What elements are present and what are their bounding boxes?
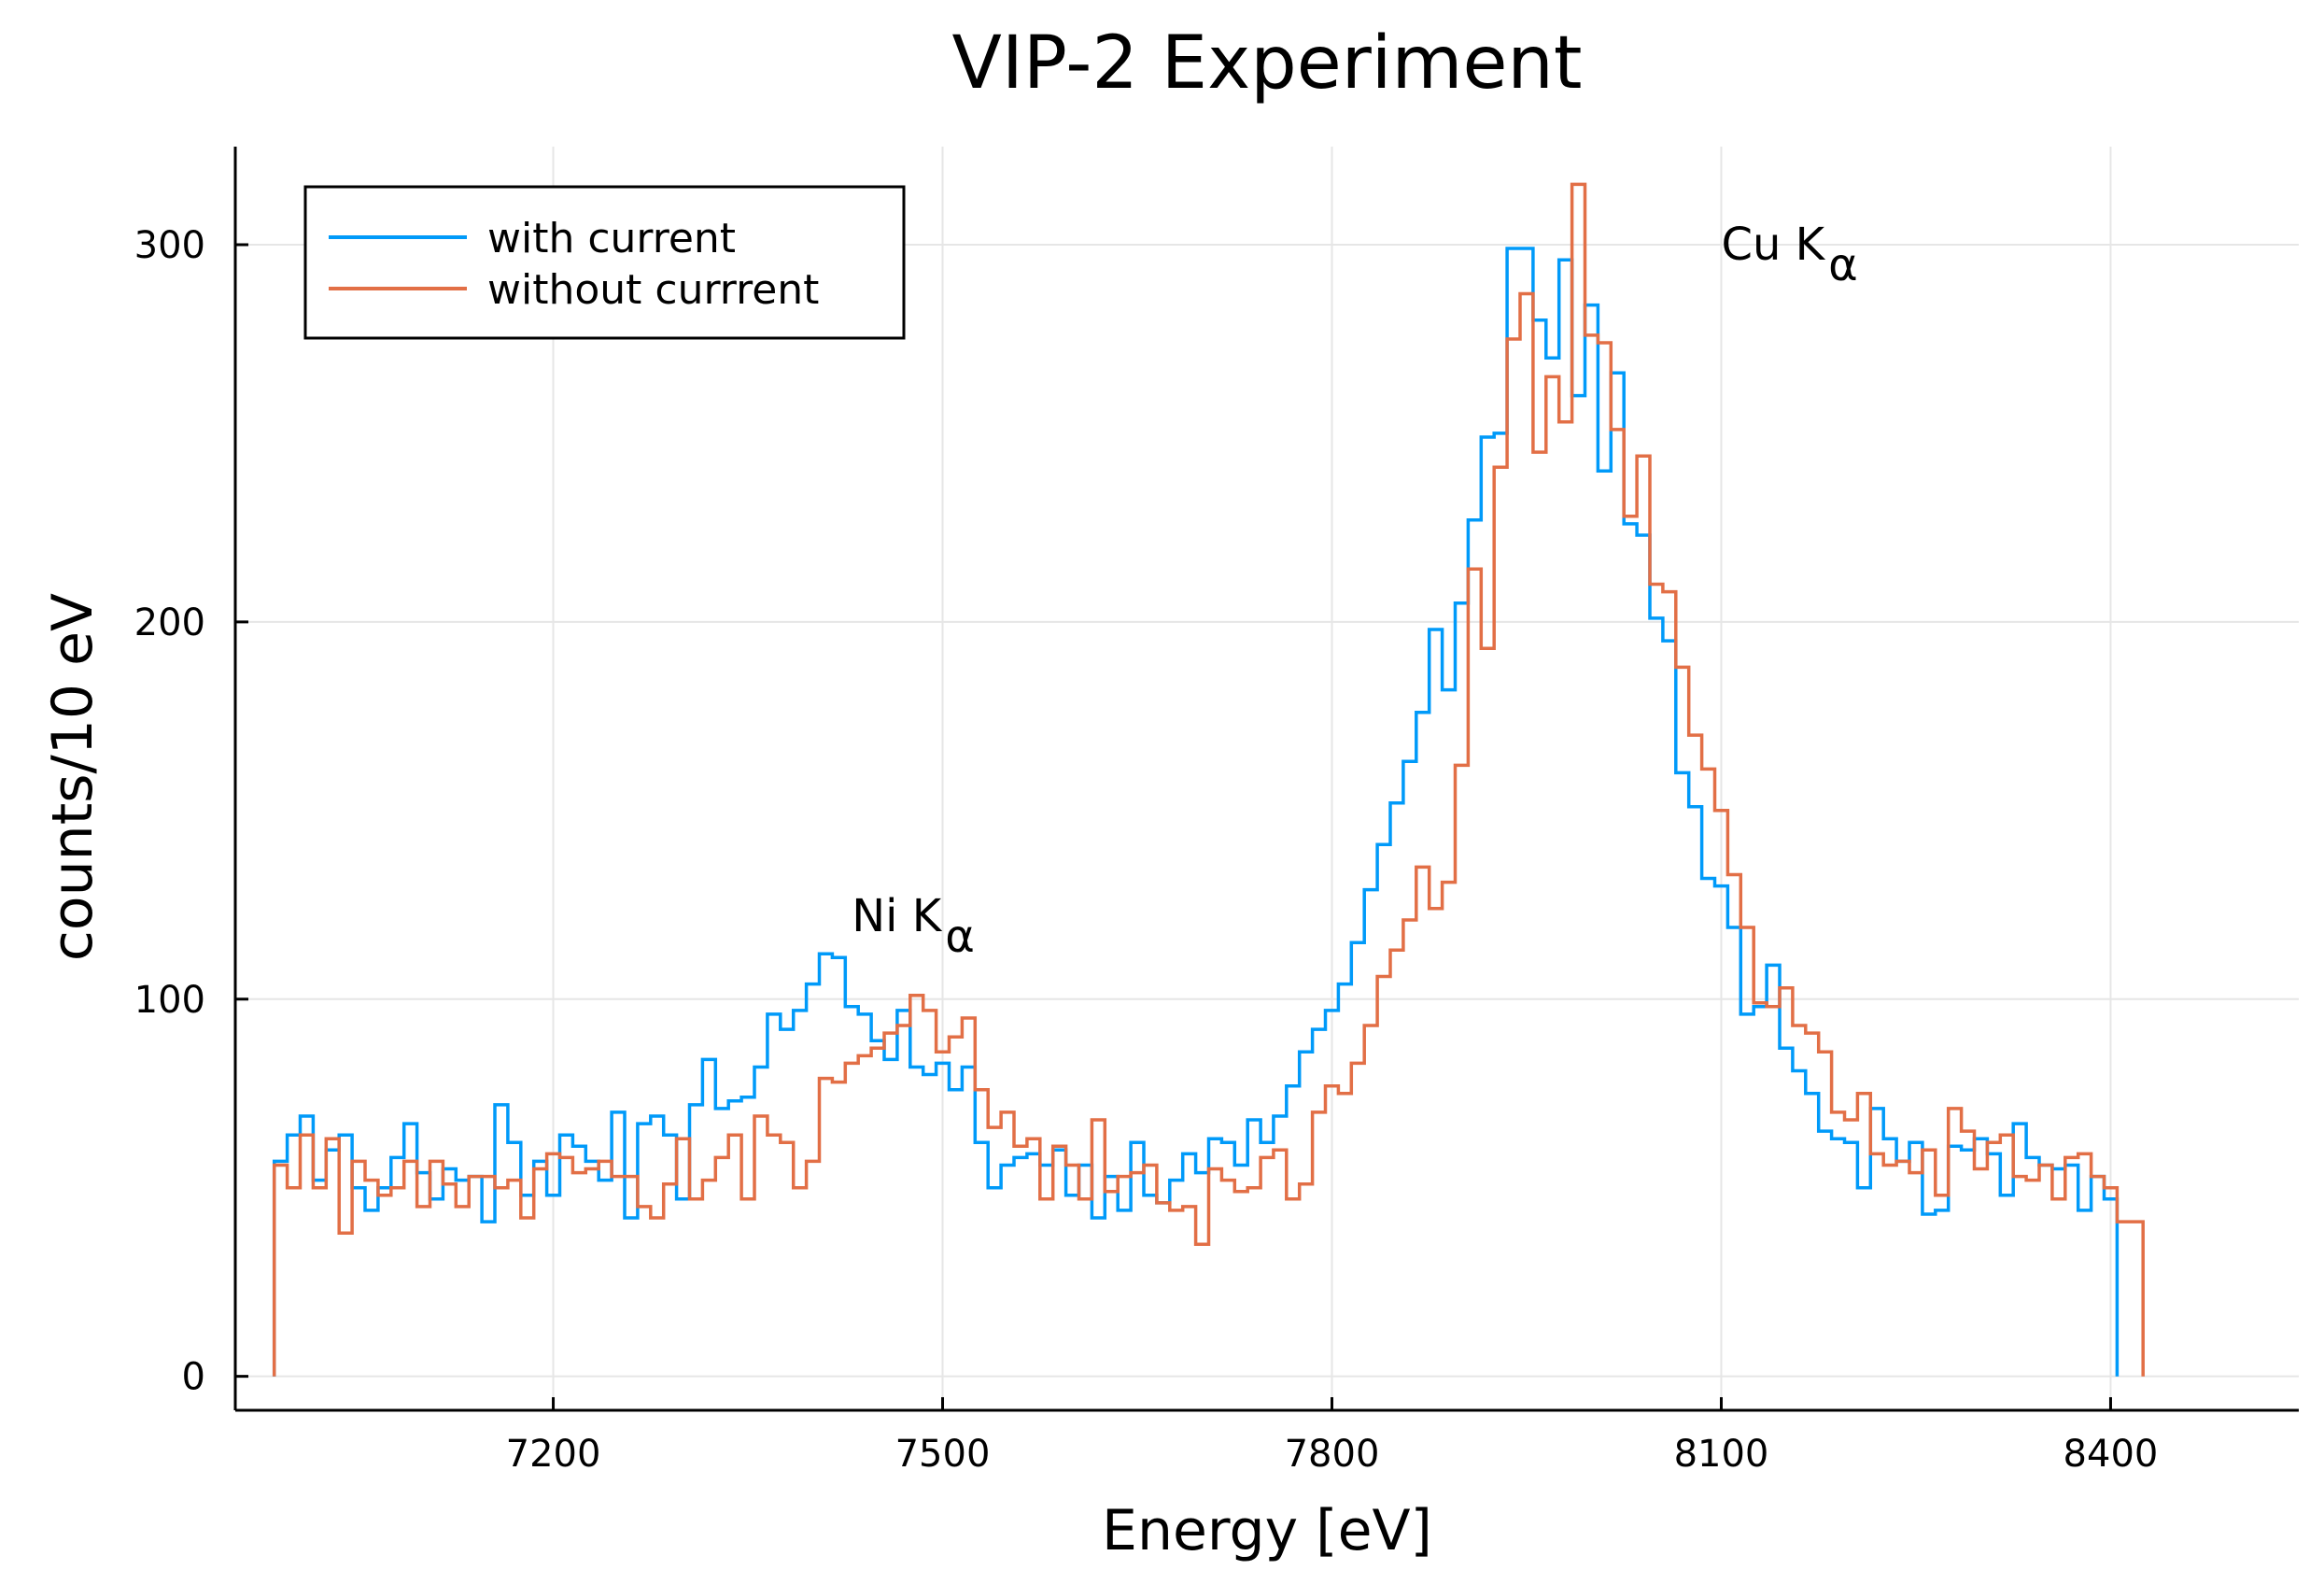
- y-axis-title: counts/10 eV: [40, 593, 106, 961]
- annotation-subscript: α: [945, 911, 975, 963]
- series-with-current: [272, 247, 2120, 1377]
- annotation-label: Ni Kα: [852, 890, 975, 963]
- x-axis-ticks: 7200 7500 7800 8100 8400: [506, 1397, 2159, 1476]
- x-tick-label: 7200: [506, 1433, 601, 1476]
- annotation-label: Cu Kα: [1721, 219, 1857, 291]
- series-layer: [272, 182, 2145, 1377]
- y-tick-label: 300: [134, 224, 205, 267]
- annotations: Ni Kα Cu Kα: [852, 219, 1858, 963]
- x-tick-label: 7500: [895, 1433, 991, 1476]
- legend: with current without currrent: [303, 185, 906, 340]
- legend-label-without-current: without currrent: [487, 266, 819, 314]
- legend-box: [303, 185, 906, 340]
- y-tick-label: 200: [134, 601, 205, 644]
- legend-label-with-current: with current: [487, 215, 736, 262]
- series-without-current: [272, 182, 2145, 1377]
- chart-title: VIP-2 Experiment: [952, 21, 1583, 106]
- x-tick-label: 8400: [2063, 1433, 2159, 1476]
- x-tick-label: 8100: [1674, 1433, 1769, 1476]
- y-tick-label: 100: [134, 979, 205, 1022]
- x-axis-title: Energy [eV]: [1102, 1498, 1432, 1563]
- y-axis-ticks: 0 100 200 300: [134, 224, 248, 1399]
- y-tick-label: 0: [182, 1356, 205, 1399]
- x-tick-label: 7800: [1285, 1433, 1380, 1476]
- annotation-subscript: α: [1828, 239, 1858, 291]
